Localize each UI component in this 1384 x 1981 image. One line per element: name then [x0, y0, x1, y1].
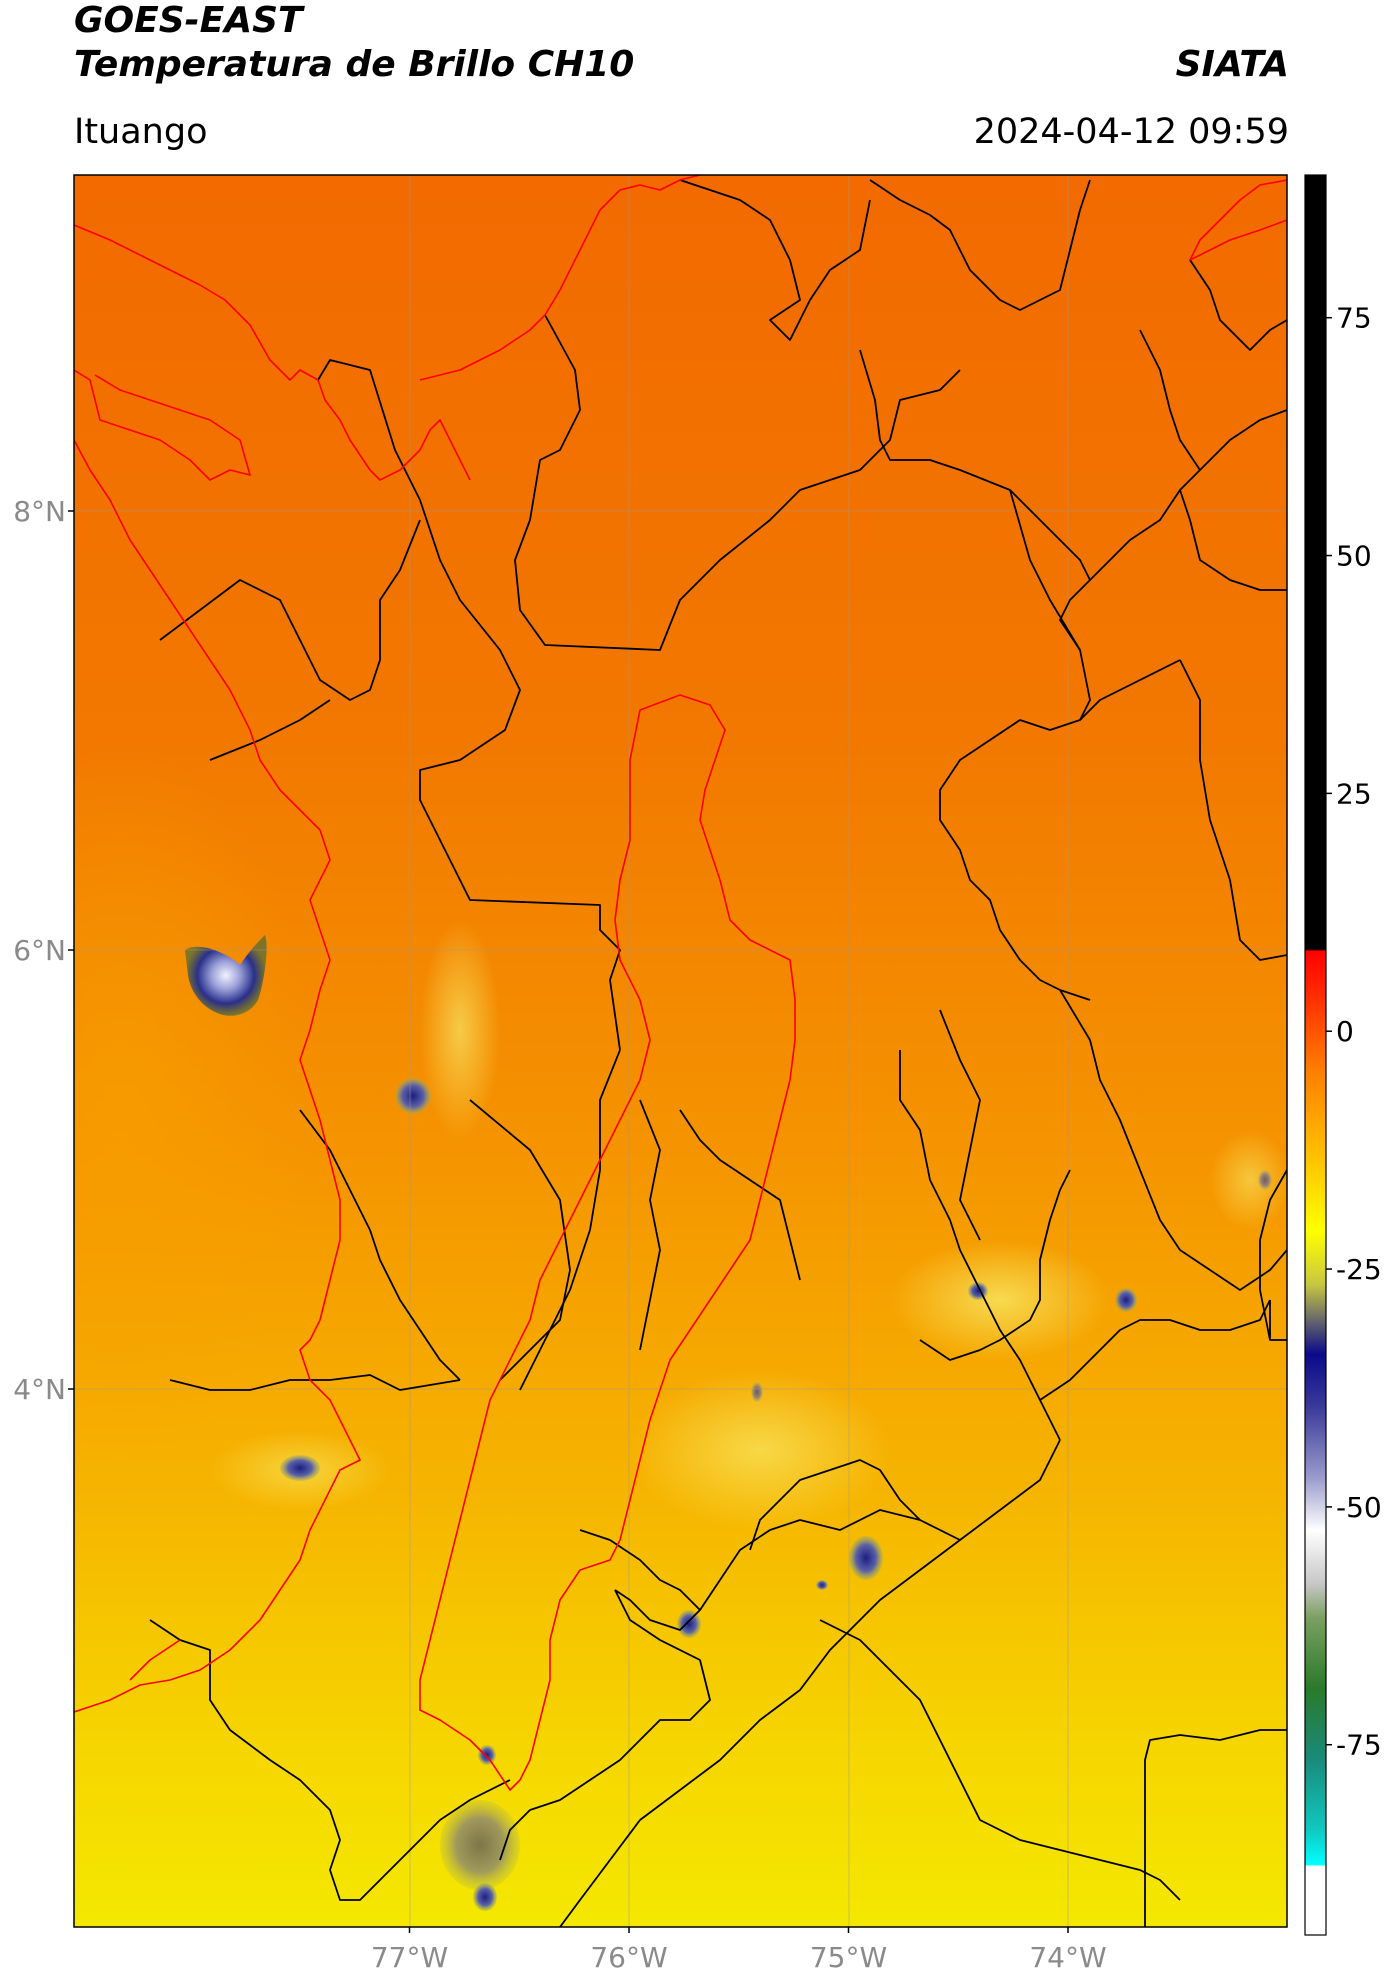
colorbar-ticks: 75 50 25 0 -25 -50 -75 — [1326, 302, 1382, 1762]
colorbar-tick-label: -50 — [1336, 1491, 1382, 1524]
colorbar-tick-label: 0 — [1336, 1015, 1354, 1048]
brightness-temperature-field — [74, 175, 1287, 1927]
lat-tick-label: 4°N — [13, 1373, 66, 1406]
map-title-line1: GOES-EAST — [74, 0, 303, 41]
location-label: Ituango — [74, 112, 208, 152]
latitude-ticks: 8°N 6°N 4°N — [13, 495, 74, 1406]
colorbar-tick-label: -25 — [1336, 1253, 1382, 1286]
lon-tick-label: 76°W — [590, 1941, 667, 1974]
map-title-line2: Temperatura de Brillo CH10 — [74, 44, 635, 85]
lon-tick-label: 74°W — [1029, 1941, 1106, 1974]
cold-cloud-tops — [185, 935, 1272, 1911]
colorbar — [1304, 174, 1327, 1936]
colorbar-tick-label: -75 — [1336, 1729, 1382, 1762]
lon-tick-label: 77°W — [371, 1941, 448, 1974]
datetime-label: 2024-04-12 09:59 — [973, 112, 1289, 152]
department-borders — [149, 179, 1287, 1927]
colorbar-tick-label: 50 — [1336, 540, 1372, 573]
lat-tick-label: 8°N — [13, 495, 66, 528]
organization-label: SIATA — [1175, 44, 1289, 85]
longitude-ticks: 77°W 76°W 75°W 74°W — [371, 1927, 1107, 1974]
lon-tick-label: 75°W — [810, 1941, 887, 1974]
map-frame — [73, 174, 1288, 1928]
basin-outline — [419, 694, 796, 1791]
colorbar-tick-label: 25 — [1336, 777, 1372, 810]
gridlines — [74, 175, 1287, 1927]
coastline — [74, 175, 1287, 1713]
colorbar-tick-label: 75 — [1336, 302, 1372, 335]
lat-tick-label: 6°N — [13, 934, 66, 967]
